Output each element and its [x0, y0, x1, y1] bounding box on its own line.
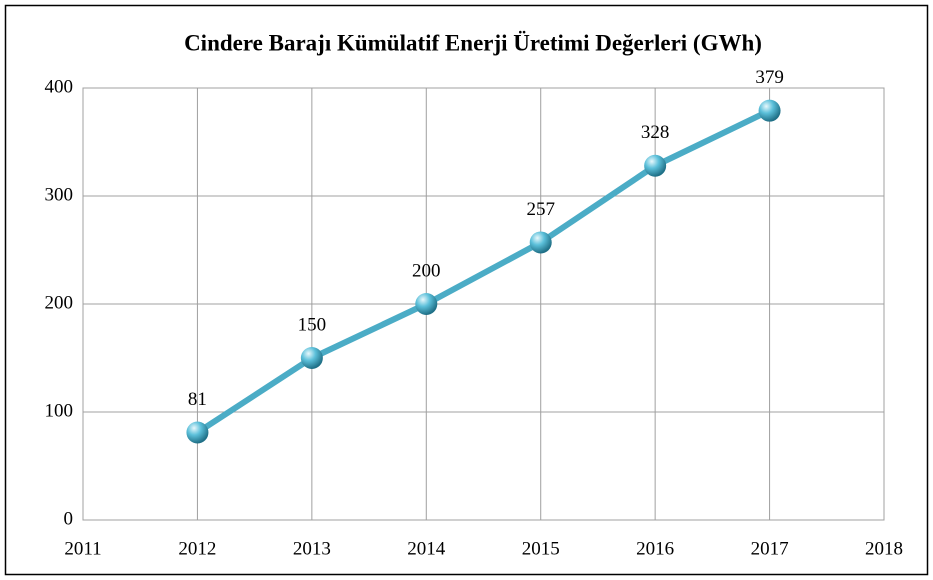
chart-border — [4, 4, 929, 576]
series-line — [194, 107, 773, 436]
y-tick-label: 200 — [45, 292, 74, 313]
data-point — [529, 231, 552, 254]
x-tick-label: 2011 — [64, 538, 101, 559]
x-tick-label: 2012 — [178, 538, 216, 559]
y-tick-label: 300 — [45, 184, 74, 205]
x-tick-label: 2018 — [865, 538, 903, 559]
y-tick-label: 400 — [45, 76, 74, 97]
y-tick-label: 100 — [45, 400, 74, 421]
plot-border — [82, 87, 885, 521]
data-point — [758, 99, 781, 122]
data-label: 257 — [526, 199, 555, 220]
data-label: 328 — [641, 122, 670, 143]
chart-title: Cindere Barajı Kümülatif Enerji Üretimi … — [184, 30, 762, 55]
x-tick-label: 2014 — [407, 538, 446, 559]
data-label: 150 — [298, 314, 327, 335]
x-tick-label: 2016 — [636, 538, 674, 559]
data-point — [300, 347, 323, 369]
data-label: 379 — [755, 67, 784, 88]
x-tick-label: 2017 — [751, 538, 789, 559]
x-tick-label: 2013 — [293, 538, 331, 559]
data-point — [644, 154, 667, 177]
x-tick-label: 2015 — [522, 538, 560, 559]
data-point — [186, 421, 209, 444]
data-label: 81 — [188, 389, 207, 410]
y-tick-label: 0 — [64, 508, 74, 529]
data-label: 200 — [412, 260, 441, 281]
data-point — [415, 293, 438, 315]
